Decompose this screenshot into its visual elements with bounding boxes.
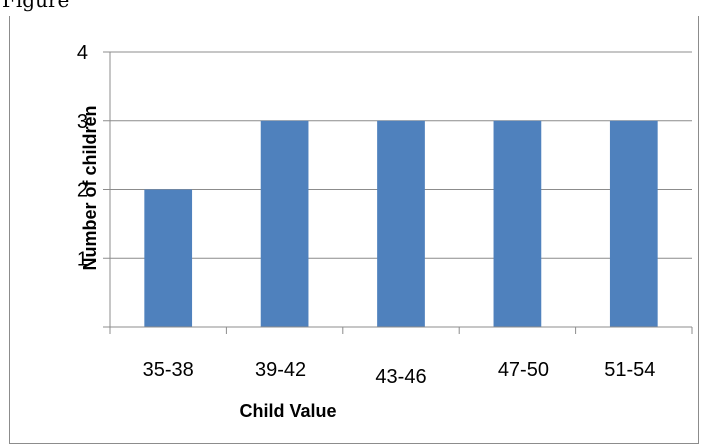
y-tick-label-2: 2 bbox=[77, 180, 88, 202]
x-tick-label-43-46: 43-46 bbox=[375, 366, 426, 388]
x-tick-label-47-50: 47-50 bbox=[498, 359, 549, 381]
bar-51-54 bbox=[609, 120, 658, 327]
x-tick-label-35-38: 35-38 bbox=[143, 359, 194, 381]
x-tick-label-39-42: 39-42 bbox=[255, 359, 306, 381]
y-tick-label-3: 3 bbox=[77, 111, 88, 133]
bar-39-42 bbox=[260, 120, 309, 327]
y-tick-label-1: 1 bbox=[77, 248, 88, 270]
x-tick-labels: 35-38 39-42 43-46 47-50 51-54 bbox=[143, 359, 656, 388]
chart-frame bbox=[9, 16, 699, 444]
y-tick-label-4: 4 bbox=[77, 42, 88, 64]
x-tick-label-51-54: 51-54 bbox=[604, 359, 655, 381]
x-axis-title: Child Value bbox=[239, 401, 336, 421]
bar-35-38 bbox=[144, 189, 193, 327]
bar-43-46 bbox=[377, 120, 425, 327]
bar-47-50 bbox=[493, 120, 542, 327]
bars bbox=[144, 120, 658, 327]
axes bbox=[103, 51, 693, 334]
figure-caption-text: Figure bbox=[2, 0, 70, 12]
y-axis-title: Number of children bbox=[80, 105, 100, 270]
y-tick-labels: 4 3 2 1 bbox=[77, 42, 88, 270]
figure-caption: Figure bbox=[0, 0, 703, 16]
